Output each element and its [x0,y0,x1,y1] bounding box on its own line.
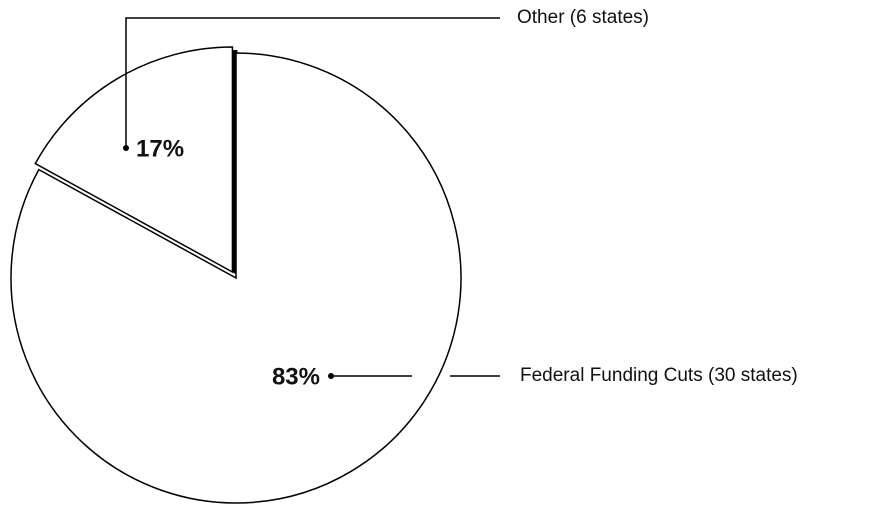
pie-slice [10,52,462,504]
leader-dot [328,373,334,379]
value-label: 17% [136,135,184,162]
pie-slice [34,46,234,274]
legend-label: Other (6 states) [517,7,649,28]
legend-label: Federal Funding Cuts (30 states) [520,365,798,386]
leader-dot [123,145,129,151]
value-label: 83% [272,363,320,390]
leader-line [125,17,500,148]
